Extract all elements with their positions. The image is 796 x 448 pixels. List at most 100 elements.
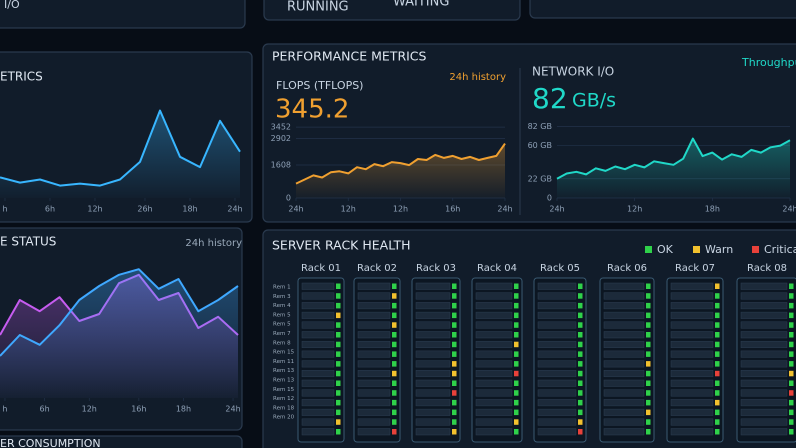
status-led	[452, 380, 457, 386]
rack-slot	[301, 350, 335, 358]
legend-swatch	[645, 246, 652, 253]
status-led	[646, 419, 651, 425]
status-led	[646, 351, 651, 357]
rack-slot	[537, 379, 577, 387]
status-led	[789, 429, 794, 435]
line	[0, 268, 239, 357]
row-label: Rem 13	[273, 368, 295, 374]
area	[0, 110, 240, 198]
rack-slot	[357, 321, 391, 329]
legend-label: Critical	[764, 243, 796, 256]
rack-slot	[537, 340, 577, 348]
row-label: Rem 7	[273, 331, 291, 337]
rack-slot	[301, 408, 335, 416]
rack-slot	[475, 302, 513, 310]
status-led	[514, 322, 519, 328]
rack-slot	[670, 331, 714, 339]
status-led	[336, 322, 341, 328]
io-label: I/O	[4, 0, 20, 11]
row-label: Rem 20	[273, 415, 295, 421]
panel-title: PERFORMANCE METRICS	[272, 49, 427, 64]
rack-slot	[740, 340, 788, 348]
rack-slot	[357, 302, 391, 310]
status-led	[336, 312, 341, 319]
rack-slot	[415, 340, 451, 348]
rack-slot	[740, 292, 788, 300]
rack-slot	[415, 379, 451, 387]
status-led	[514, 302, 519, 309]
rack-slot	[357, 331, 391, 339]
status-led	[336, 409, 341, 416]
row-label: Rem 5	[273, 312, 291, 318]
rack-slot	[301, 370, 335, 378]
status-led	[392, 283, 397, 289]
status-led	[452, 332, 457, 338]
x-tick-label: 12h	[82, 405, 97, 414]
status-led	[392, 390, 397, 396]
metric-value: 82	[532, 82, 568, 115]
status-led	[578, 399, 583, 406]
rack-slot	[740, 379, 788, 387]
panel-title: ER CONSUMPTION	[0, 437, 101, 448]
rack-slot	[670, 389, 714, 397]
status-led	[514, 341, 519, 348]
rack-slot	[670, 321, 714, 329]
rack-slot	[603, 311, 645, 319]
status-led	[452, 399, 457, 406]
x-tick-label: 24h	[549, 205, 564, 214]
status-led	[336, 351, 341, 357]
rack-slot	[537, 292, 577, 300]
rack-slot	[301, 311, 335, 319]
panel-note: Throughput	[741, 56, 796, 69]
status-led	[514, 351, 519, 357]
status-led	[392, 370, 397, 377]
rack-slot	[670, 302, 714, 310]
status-led	[336, 429, 341, 435]
status-led	[452, 341, 457, 348]
rack-slot	[357, 428, 391, 436]
status-led	[514, 380, 519, 386]
status-led	[336, 302, 341, 309]
rack-slot	[537, 418, 577, 426]
rack-slot	[603, 360, 645, 368]
rack-slot	[357, 292, 391, 300]
status-led	[578, 370, 583, 377]
status-led	[578, 283, 583, 289]
rack-slot	[670, 428, 714, 436]
rack-slot	[537, 321, 577, 329]
rack-slot	[475, 321, 513, 329]
rack-slot	[475, 311, 513, 319]
rack-slot	[670, 282, 714, 290]
status-led	[392, 409, 397, 416]
x-tick-label: 12h	[341, 205, 356, 214]
rack-slot	[475, 389, 513, 397]
x-tick-label: 26h	[137, 205, 152, 214]
rack-slot	[415, 428, 451, 436]
status-led	[578, 302, 583, 309]
status-led	[578, 293, 583, 299]
rack-label: Rack 05	[540, 263, 580, 274]
row-label: Rem 1	[273, 285, 291, 291]
status-led	[578, 361, 583, 367]
status-led	[646, 293, 651, 299]
status-led	[646, 283, 651, 289]
status-led	[789, 312, 794, 319]
rack-slot	[537, 360, 577, 368]
rack-slot	[301, 340, 335, 348]
rack-label: Rack 06	[607, 263, 647, 274]
row-label: Rem 15	[273, 350, 295, 356]
status-led	[452, 351, 457, 357]
row-label: Rem 13	[273, 378, 295, 384]
y-tick-label: 22 GB	[528, 174, 552, 183]
status-led	[789, 341, 794, 348]
rack-slot	[670, 350, 714, 358]
metric-label: FLOPS (TFLOPS)	[276, 79, 363, 92]
rack-slot	[415, 370, 451, 378]
y-tick-label: 2902	[271, 134, 291, 143]
rack-slot	[301, 399, 335, 407]
rack-slot	[537, 282, 577, 290]
status-led	[392, 293, 397, 299]
status-led	[514, 390, 519, 396]
rack-slot	[670, 311, 714, 319]
rack-slot	[475, 370, 513, 378]
